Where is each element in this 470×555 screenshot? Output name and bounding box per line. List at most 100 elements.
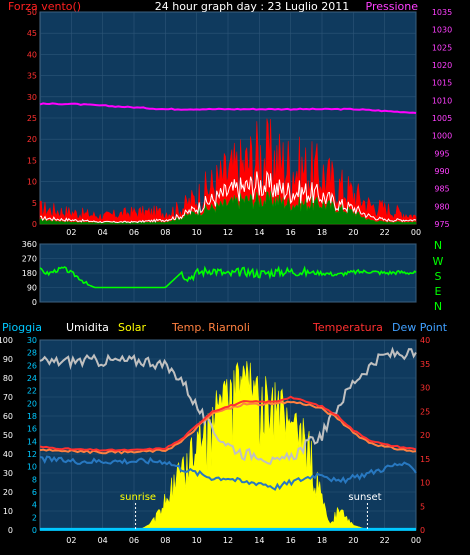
pressure-tick-label: 985 bbox=[434, 185, 449, 194]
legend-temperatura: Temperatura bbox=[312, 321, 383, 334]
pressure-tick-label: 1020 bbox=[432, 61, 452, 70]
hour-tick-label: 22 bbox=[380, 536, 390, 545]
pressure-tick-label: 1010 bbox=[432, 96, 452, 105]
hour-tick-label: 14 bbox=[254, 536, 264, 545]
hour-tick-label: 02 bbox=[66, 228, 76, 237]
temperature-tick-label: 30 bbox=[420, 384, 430, 393]
wind-direction-grid bbox=[40, 243, 417, 303]
humidity-tick-label: 30 bbox=[3, 469, 13, 478]
legend-umidita: Umidita bbox=[66, 321, 109, 334]
pressure-tick-label: 1025 bbox=[432, 43, 452, 52]
hour-tick-label: 14 bbox=[254, 228, 264, 237]
wind-direction-series bbox=[39, 265, 417, 289]
hour-tick-label: 08 bbox=[160, 536, 170, 545]
temperature-humidity-series bbox=[39, 346, 417, 531]
temperature-tick-label: 5 bbox=[420, 502, 425, 511]
axis-ticks: 0510152025303540455097598098599099510001… bbox=[0, 8, 452, 545]
pressure-tick-label: 995 bbox=[434, 149, 449, 158]
hour-tick-label: 20 bbox=[348, 228, 358, 237]
humidity-tick-label: 100 bbox=[0, 336, 13, 345]
temperature-tick-label: 10 bbox=[420, 479, 430, 488]
temp-riarnoli-series bbox=[39, 400, 417, 455]
wind-direction-series bbox=[39, 265, 417, 289]
legend-dew-point: Dew Point bbox=[392, 321, 448, 334]
pressure-tick-label: 975 bbox=[434, 220, 449, 229]
compass-label-n-bottom: N bbox=[434, 300, 442, 313]
temperature-series bbox=[39, 395, 417, 452]
wind-speed-series bbox=[40, 170, 417, 224]
rain-tick-label: 22 bbox=[27, 387, 37, 396]
legend-pioggia: Pioggia bbox=[2, 321, 42, 334]
pressure-tick-label: 1005 bbox=[432, 114, 452, 123]
rain-tick-label: 14 bbox=[27, 437, 37, 446]
hour-tick-label: 04 bbox=[98, 228, 108, 237]
pressure-tick-label: 1015 bbox=[432, 79, 452, 88]
compass-label-e: E bbox=[435, 285, 442, 298]
compass-label-n-top: N bbox=[434, 239, 442, 252]
wind-tick-label: 30 bbox=[27, 93, 37, 102]
direction-tick-label: 360 bbox=[22, 240, 37, 249]
hour-tick-label: 06 bbox=[129, 536, 139, 545]
temperature-tick-label: 25 bbox=[420, 407, 430, 416]
temperature-tick-label: 20 bbox=[420, 431, 430, 440]
pressure-series bbox=[39, 102, 417, 114]
humidity-series bbox=[39, 346, 417, 465]
hour-tick-label: 00 bbox=[411, 536, 421, 545]
rain-tick-label: 8 bbox=[32, 475, 37, 484]
wind-tick-label: 40 bbox=[27, 50, 37, 59]
rain-tick-label: 28 bbox=[27, 349, 37, 358]
wind-tick-label: 45 bbox=[27, 29, 37, 38]
pressure-tick-label: 1035 bbox=[432, 8, 452, 17]
temperature-tick-label: 0 bbox=[420, 526, 425, 535]
humidity-tick-label: 90 bbox=[3, 355, 13, 364]
rain-tick-label: 16 bbox=[27, 425, 37, 434]
wind-tick-label: 35 bbox=[27, 72, 37, 81]
hour-tick-label: 20 bbox=[348, 536, 358, 545]
hour-tick-label: 18 bbox=[317, 228, 327, 237]
rain-tick-label: 24 bbox=[27, 374, 37, 383]
direction-tick-label: 0 bbox=[32, 298, 37, 307]
rain-tick-label: 0 bbox=[32, 526, 37, 535]
humidity-tick-label: 0 bbox=[8, 526, 13, 535]
wind-gust-series bbox=[39, 118, 417, 225]
rain-tick-label: 2 bbox=[32, 513, 37, 522]
rain-tick-label: 12 bbox=[27, 450, 37, 459]
hour-tick-label: 04 bbox=[98, 536, 108, 545]
humidity-tick-label: 70 bbox=[3, 393, 13, 402]
rain-tick-label: 30 bbox=[27, 336, 37, 345]
rain-tick-label: 4 bbox=[32, 501, 37, 510]
compass-label-s: S bbox=[435, 270, 442, 283]
wind-tick-label: 25 bbox=[27, 114, 37, 123]
hour-tick-label: 22 bbox=[380, 228, 390, 237]
left-axis-title-wind: Forza vento() bbox=[8, 0, 81, 13]
hour-tick-label: 12 bbox=[223, 536, 233, 545]
legend-solar: Solar bbox=[118, 321, 147, 334]
compass-label-w: W bbox=[433, 255, 444, 268]
hour-tick-label: 12 bbox=[223, 228, 233, 237]
hour-tick-label: 16 bbox=[286, 228, 296, 237]
hour-tick-label: 06 bbox=[129, 228, 139, 237]
chart-title: 24 hour graph day : 23 Luglio 2011 bbox=[155, 0, 350, 13]
humidity-tick-label: 40 bbox=[3, 450, 13, 459]
wind-tick-label: 5 bbox=[32, 199, 37, 208]
pressure-tick-label: 1030 bbox=[432, 26, 452, 35]
hour-tick-label: 10 bbox=[192, 536, 202, 545]
legend-temp-riarnoli: Temp. Riarnoli bbox=[171, 321, 250, 334]
wind-average-series bbox=[39, 190, 417, 225]
hour-tick-label: 02 bbox=[66, 536, 76, 545]
rain-tick-label: 6 bbox=[32, 488, 37, 497]
humidity-tick-label: 80 bbox=[3, 374, 13, 383]
sunrise-label: sunrise bbox=[120, 492, 156, 503]
wind-tick-label: 50 bbox=[27, 8, 37, 17]
sunset-label: sunset bbox=[348, 492, 381, 503]
temperature-tick-label: 15 bbox=[420, 455, 430, 464]
rain-tick-label: 26 bbox=[27, 361, 37, 370]
humidity-tick-label: 20 bbox=[3, 488, 13, 497]
hour-tick-label: 10 bbox=[192, 228, 202, 237]
rain-tick-label: 18 bbox=[27, 412, 37, 421]
humidity-tick-label: 10 bbox=[3, 507, 13, 516]
dew-point-series bbox=[39, 455, 417, 491]
wind-tick-label: 20 bbox=[27, 135, 37, 144]
humidity-tick-label: 50 bbox=[3, 431, 13, 440]
